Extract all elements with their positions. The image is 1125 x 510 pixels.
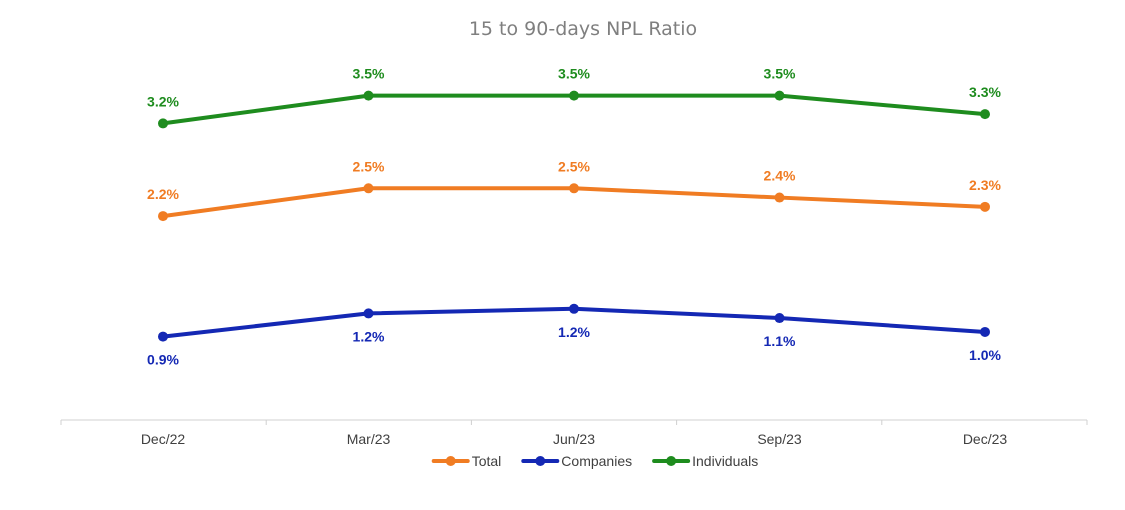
data-label: 2.5% — [558, 158, 590, 174]
data-label: 2.4% — [764, 168, 796, 184]
data-label: 3.5% — [764, 66, 796, 82]
data-label: 1.1% — [764, 333, 796, 349]
data-label: 0.9% — [147, 352, 179, 368]
series-individuals: 3.2% 3.5% 3.5% 3.5% 3.3% — [147, 66, 1002, 129]
data-point — [363, 90, 374, 101]
data-label: 3.2% — [147, 93, 179, 109]
data-label: 1.2% — [558, 324, 590, 340]
data-label: 2.5% — [353, 158, 385, 174]
legend: Total Companies Individuals — [431, 453, 758, 469]
x-tick-label: Sep/23 — [757, 431, 802, 447]
legend-label: Companies — [561, 453, 632, 469]
data-point — [363, 308, 374, 319]
legend-label: Total — [472, 453, 502, 469]
legend-marker — [666, 456, 677, 466]
series-layer: 2.2% 2.5% 2.5% 2.4% 2.3% 0.9% 1.2% 1.2% 1.1% 1.0%… — [147, 66, 1001, 368]
data-point — [158, 211, 168, 222]
data-label: 3.3% — [969, 84, 1001, 100]
data-point — [569, 303, 579, 314]
data-point — [158, 118, 168, 129]
legend-label: Individuals — [692, 453, 758, 469]
legend-marker — [535, 456, 546, 466]
data-label: 2.3% — [969, 177, 1001, 193]
data-point — [158, 331, 168, 342]
x-tick-label: Mar/23 — [347, 431, 391, 447]
data-point — [980, 326, 990, 337]
series-total: 2.2% 2.5% 2.5% 2.4% 2.3% — [147, 158, 1002, 222]
legend-item-companies: Companies — [521, 453, 632, 469]
legend-item-individuals: Individuals — [652, 453, 758, 469]
data-label: 1.0% — [969, 347, 1001, 363]
data-point — [569, 90, 579, 101]
data-point — [980, 109, 990, 120]
legend-item-total: Total — [431, 453, 502, 469]
x-axis: Dec/22 Mar/23 Jun/23 Sep/23 Dec/23 — [60, 419, 1088, 447]
legend-marker — [445, 456, 456, 466]
series-companies: 0.9% 1.2% 1.2% 1.1% 1.0% — [147, 303, 1002, 368]
data-point — [363, 183, 374, 194]
data-point — [774, 90, 785, 101]
data-point — [569, 183, 579, 194]
x-tick-label: Dec/22 — [141, 431, 186, 447]
chart-title: 15 to 90-days NPL Ratio — [469, 18, 697, 40]
data-label: 2.2% — [147, 186, 179, 202]
data-label: 1.2% — [353, 328, 385, 344]
data-label: 3.5% — [558, 66, 590, 82]
x-tick-label: Dec/23 — [963, 431, 1008, 447]
data-point — [774, 313, 785, 324]
data-point — [980, 201, 990, 212]
data-point — [774, 192, 785, 203]
data-label: 3.5% — [353, 66, 385, 82]
x-tick-label: Jun/23 — [553, 431, 595, 447]
